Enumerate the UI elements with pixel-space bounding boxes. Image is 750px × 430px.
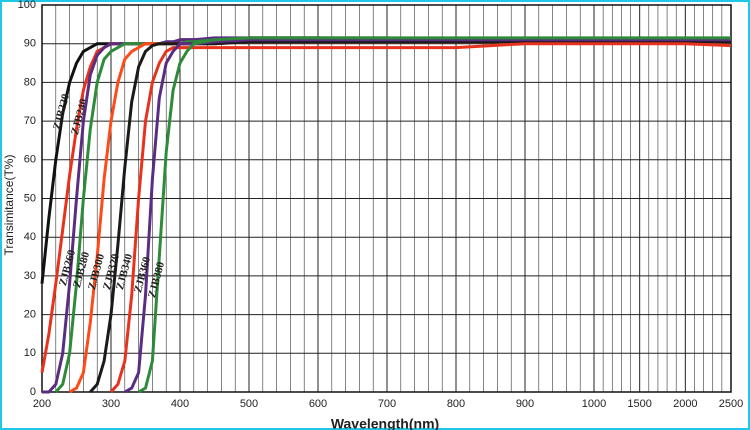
- y-tick-label: 80: [24, 76, 36, 88]
- y-tick-label: 50: [24, 192, 36, 204]
- x-tick-label: 300: [102, 398, 120, 410]
- x-tick-label: 200: [33, 398, 51, 410]
- x-tick-label: 700: [378, 398, 396, 410]
- curve: [89, 40, 731, 394]
- y-tick-label: 10: [24, 347, 36, 359]
- y-axis-title: Transimitance(T%): [2, 155, 16, 256]
- x-tick-label: 800: [447, 398, 465, 410]
- x-tick-label: 2000: [673, 398, 697, 410]
- x-tick-label: 2500: [719, 398, 743, 410]
- y-tick-label: 20: [24, 309, 36, 321]
- y-tick-label: 0: [30, 386, 36, 398]
- y-tick-label: 100: [18, 0, 36, 11]
- x-tick-label: 500: [240, 398, 258, 410]
- curve: [68, 38, 731, 394]
- x-tick-label: 1500: [627, 398, 651, 410]
- curve: [54, 38, 731, 394]
- x-tick-label: 600: [309, 398, 327, 410]
- x-tick-label: 900: [516, 398, 534, 410]
- y-tick-label: 70: [24, 115, 36, 127]
- y-tick-label: 90: [24, 38, 36, 50]
- curve-label: ZJB220: [51, 92, 72, 131]
- x-tick-label: 400: [171, 398, 189, 410]
- plot-border: [41, 4, 732, 393]
- x-tick-label: 1000: [582, 398, 606, 410]
- curve: [109, 42, 732, 394]
- x-axis-title: Wavelength(nm): [331, 416, 439, 430]
- curve: [137, 36, 731, 394]
- y-tick-label: 40: [24, 231, 36, 243]
- y-tick-label: 30: [24, 270, 36, 282]
- y-tick-label: 60: [24, 154, 36, 166]
